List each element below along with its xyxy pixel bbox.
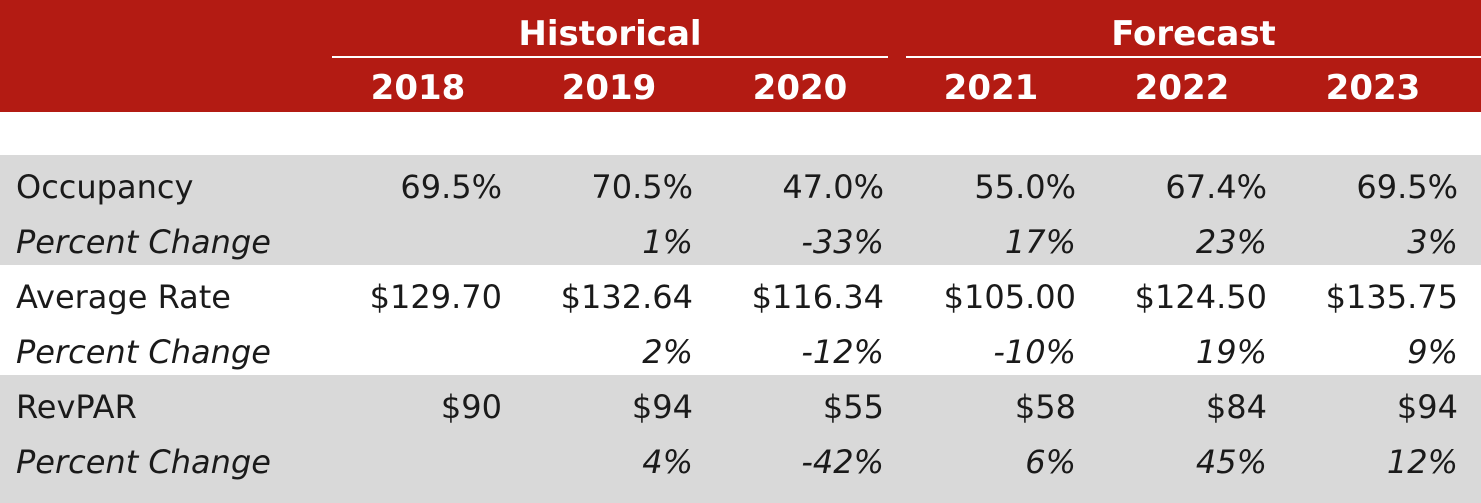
table-cell: -33% <box>801 222 884 261</box>
table-cell: $129.70 <box>369 277 502 316</box>
table-cell: 4% <box>642 442 693 481</box>
table-cell: 55.0% <box>974 167 1076 206</box>
table-cell: 47.0% <box>782 167 884 206</box>
year-header: 2020 <box>752 68 848 108</box>
year-header: 2022 <box>1134 68 1230 108</box>
table-cell: 19% <box>1195 332 1267 371</box>
row-label: Percent Change <box>16 222 271 261</box>
row-label: Occupancy <box>16 167 194 206</box>
table-cell: $105.00 <box>943 277 1076 316</box>
year-header: 2021 <box>943 68 1039 108</box>
spacer-row <box>0 112 1481 132</box>
table-header: Historical Forecast 2018 2019 2020 2021 … <box>0 0 1481 112</box>
row-label: RevPAR <box>16 387 137 426</box>
table-cell: 9% <box>1407 332 1458 371</box>
group-rule-forecast <box>906 56 1481 58</box>
table-cell: $55 <box>822 387 884 426</box>
table-cell: 69.5% <box>400 167 502 206</box>
table-cell: 2% <box>642 332 693 371</box>
group-title-historical: Historical <box>518 14 702 54</box>
table-cell: 3% <box>1407 222 1458 261</box>
table-cell: 23% <box>1195 222 1267 261</box>
table-cell <box>322 434 502 489</box>
table-cell: $132.64 <box>560 277 693 316</box>
year-header: 2023 <box>1325 68 1421 108</box>
row-label: Percent Change <box>16 332 271 371</box>
table-cell: 67.4% <box>1165 167 1267 206</box>
row-group-occupancy: Occupancy 69.5% 70.5% 47.0% 55.0% 67.4% … <box>0 155 1481 265</box>
row-label: Average Rate <box>16 277 231 316</box>
table-cell: -42% <box>801 442 884 481</box>
table-cell: -12% <box>801 332 884 371</box>
table-cell: -10% <box>993 332 1076 371</box>
table-cell: $94 <box>631 387 693 426</box>
table-cell <box>322 324 502 379</box>
table-cell: $135.75 <box>1325 277 1458 316</box>
table-cell: 45% <box>1195 442 1267 481</box>
group-title-forecast: Forecast <box>1111 14 1276 54</box>
year-header: 2018 <box>370 68 466 108</box>
table-cell: $58 <box>1014 387 1076 426</box>
table-cell: 12% <box>1386 442 1458 481</box>
table-cell: $90 <box>440 387 502 426</box>
table-cell: $124.50 <box>1134 277 1267 316</box>
table-cell: 69.5% <box>1356 167 1458 206</box>
row-group-revpar: RevPAR $90 $94 $55 $58 $84 $94 Percent C… <box>0 375 1481 503</box>
table-cell <box>322 214 502 269</box>
row-group-average-rate: Average Rate $129.70 $132.64 $116.34 $10… <box>0 265 1481 375</box>
table-cell: 1% <box>642 222 693 261</box>
group-rule-historical <box>332 56 888 58</box>
table-cell: $84 <box>1205 387 1267 426</box>
year-header: 2019 <box>561 68 657 108</box>
table-cell: 70.5% <box>591 167 693 206</box>
table-cell: 6% <box>1025 442 1076 481</box>
row-label: Percent Change <box>16 442 271 481</box>
table-cell: $116.34 <box>751 277 884 316</box>
table-cell: 17% <box>1004 222 1076 261</box>
table-cell: $94 <box>1396 387 1458 426</box>
